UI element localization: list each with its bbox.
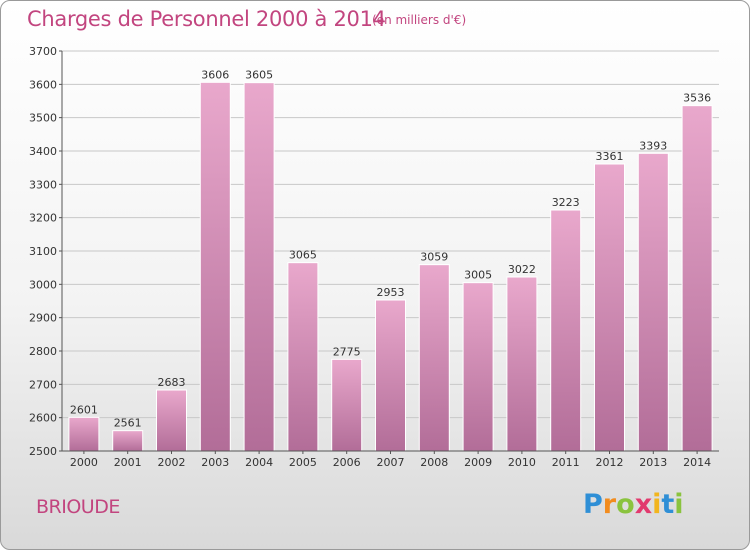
bar-value-label: 3223: [552, 196, 580, 209]
bar-value-label: 3605: [245, 69, 273, 82]
bar: [594, 163, 625, 452]
bar-value-label: 2953: [377, 286, 405, 299]
bar-value-label: 3059: [420, 251, 448, 264]
bar: [637, 152, 669, 452]
x-tick-label: 2003: [201, 456, 229, 469]
y-tick-label: 3000: [29, 278, 57, 291]
logo-letter: i: [652, 489, 662, 520]
x-tick-label: 2014: [683, 456, 711, 469]
y-tick-label: 3500: [29, 112, 57, 125]
proxiti-logo[interactable]: Proxiti: [583, 489, 684, 520]
x-tick-label: 2012: [596, 456, 624, 469]
y-tick-label: 2600: [29, 412, 57, 425]
x-tick-label: 2011: [552, 456, 580, 469]
logo-letter: o: [616, 489, 635, 520]
bar-value-label: 3022: [508, 263, 536, 276]
y-tick-label: 3200: [29, 212, 57, 225]
bar: [112, 430, 144, 452]
bar: [156, 389, 187, 452]
bar: [418, 264, 450, 452]
bar: [331, 358, 363, 452]
bar-value-label: 3536: [683, 92, 711, 105]
chart-title: Charges de Personnel 2000 à 2014: [27, 7, 386, 31]
bar: [287, 262, 319, 452]
x-tick-label: 2004: [245, 456, 273, 469]
grid-lines: [62, 50, 719, 419]
y-tick-label: 2500: [29, 445, 57, 458]
bar-value-label: 3606: [201, 68, 229, 81]
x-tick-label: 2005: [289, 456, 317, 469]
y-tick-label: 3600: [29, 78, 57, 91]
bar-value-label: 3005: [464, 269, 492, 282]
y-tick-label: 3300: [29, 178, 57, 191]
logo-letter: P: [583, 489, 603, 520]
chart-subtitle: (en milliers d'€): [372, 13, 467, 27]
bar-value-label: 3361: [596, 150, 624, 163]
y-tick-label: 3400: [29, 145, 57, 158]
bar: [199, 81, 231, 452]
bar-value-label: 3393: [639, 139, 667, 152]
bar: [550, 209, 582, 452]
x-tick-label: 2010: [508, 456, 536, 469]
bar: [375, 299, 406, 452]
y-tick-label: 2700: [29, 378, 57, 391]
y-tick-label: 2900: [29, 312, 57, 325]
x-tick-label: 2007: [377, 456, 405, 469]
bars: [68, 81, 713, 452]
bar: [506, 276, 538, 452]
town-name: BRIOUDE: [36, 496, 120, 518]
y-tick-label: 2800: [29, 345, 57, 358]
y-tick-label: 3100: [29, 245, 57, 258]
bar-value-label: 2561: [114, 417, 142, 430]
labels: 2500 2600 2700 2800 2900 3000 3100 3200 3300 3400…: [29, 45, 711, 469]
axes: [59, 50, 719, 454]
x-tick-label: 2013: [639, 456, 667, 469]
y-tick-label: 3700: [29, 45, 57, 58]
logo-letter: r: [602, 489, 617, 520]
x-tick-label: 2009: [464, 456, 492, 469]
bar: [462, 282, 494, 452]
bar: [68, 416, 100, 452]
bar-value-label: 2601: [70, 403, 98, 416]
x-tick-label: 2002: [158, 456, 186, 469]
x-tick-label: 2008: [420, 456, 448, 469]
bar: [243, 82, 275, 452]
bar-value-label: 2683: [158, 376, 186, 389]
x-tick-label: 2001: [114, 456, 142, 469]
bar-value-label: 3065: [289, 249, 317, 262]
logo-letter: t: [661, 489, 675, 520]
x-tick-label: 2000: [70, 456, 98, 469]
x-tick-label: 2006: [333, 456, 361, 469]
bar: [681, 105, 713, 452]
bar-value-label: 2775: [333, 345, 361, 358]
logo-letter: i: [674, 489, 684, 520]
logo-letter: x: [634, 489, 653, 520]
